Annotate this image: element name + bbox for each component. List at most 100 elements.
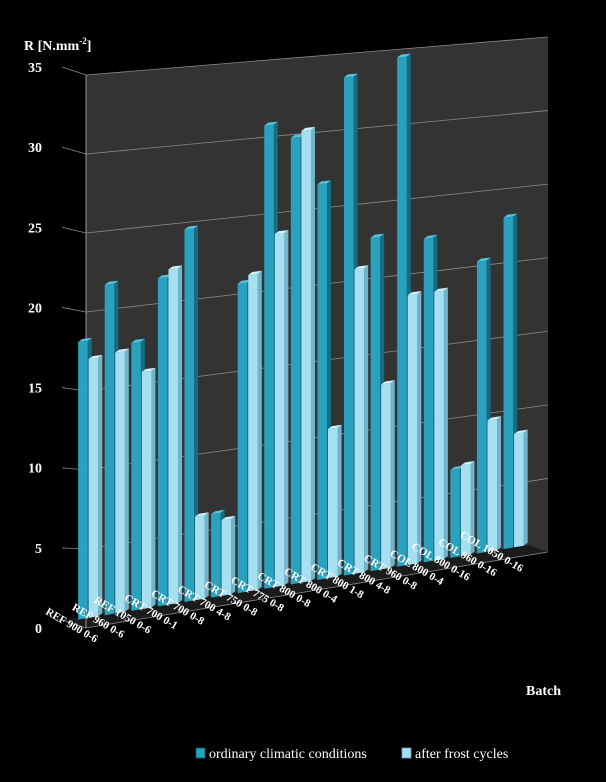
bar-front <box>317 183 327 580</box>
bars <box>78 53 528 620</box>
bar-side <box>257 270 262 590</box>
legend: ordinary climatic conditions after frost… <box>195 747 508 762</box>
legend-swatch-frost <box>401 747 412 759</box>
bar-side <box>497 416 502 551</box>
bar-top <box>327 424 342 430</box>
bar-top <box>476 257 491 262</box>
gridline-side <box>61 619 87 629</box>
bar-frost <box>407 291 422 565</box>
bar-front <box>503 216 514 550</box>
bar-top <box>450 465 464 470</box>
bar-frost <box>274 230 289 588</box>
bar-top <box>115 348 129 353</box>
y-tick-label: 35 <box>28 61 42 76</box>
bar-front <box>450 468 460 558</box>
bar-top <box>104 280 119 285</box>
bar-top <box>354 265 369 270</box>
bar-frost <box>248 270 262 592</box>
bar-top <box>370 233 385 238</box>
bar-front <box>476 260 487 554</box>
bar-top <box>264 121 278 126</box>
bar-front <box>264 124 274 589</box>
bar-top <box>514 429 528 435</box>
bar-top <box>131 338 145 343</box>
legend-item-frost: after frost cycles <box>401 747 508 762</box>
y-tick-label: 30 <box>28 141 42 156</box>
bar-front <box>434 290 444 561</box>
gridline-side <box>61 307 87 313</box>
legend-item-ordinary: ordinary climatic conditions <box>195 747 367 762</box>
bar-side <box>523 429 528 546</box>
bar-top <box>168 265 183 270</box>
bar-front <box>115 351 125 614</box>
legend-label-ordinary: ordinary climatic conditions <box>209 747 367 762</box>
bar-front <box>407 294 418 565</box>
bar-frost <box>327 424 342 579</box>
bar-front <box>487 419 498 552</box>
bar-frost <box>195 512 209 601</box>
bar-side <box>364 265 369 573</box>
gridline <box>85 551 549 629</box>
bar-frost <box>141 367 156 610</box>
bar-top <box>434 287 448 292</box>
gridline <box>85 36 549 76</box>
bar-top <box>301 126 315 131</box>
bar-top <box>274 230 289 235</box>
bar-front <box>104 283 115 616</box>
bar-front <box>327 427 338 579</box>
bar-side <box>178 265 183 604</box>
bar-top <box>221 515 236 521</box>
bar-frost <box>301 126 315 583</box>
bar-top <box>237 279 252 284</box>
gridline-side <box>61 146 87 155</box>
bar-front <box>248 273 258 592</box>
bar-side <box>98 354 103 617</box>
bar-frost <box>514 429 528 548</box>
bar-front <box>344 76 354 576</box>
bar-frost <box>381 380 395 570</box>
bar-front <box>88 357 99 618</box>
bar-side <box>310 126 315 582</box>
bar-side <box>124 348 129 612</box>
bar-top <box>157 274 172 279</box>
bar-front <box>195 515 205 601</box>
bar-front <box>78 340 88 620</box>
gridline-side <box>61 226 87 234</box>
bar-front <box>370 236 381 572</box>
gridline-side <box>61 66 87 76</box>
bar-top <box>211 509 225 515</box>
bar-top <box>344 73 358 78</box>
bar-front <box>184 228 195 602</box>
bar-top <box>141 367 156 373</box>
bar-frost <box>487 416 502 552</box>
bar-top <box>487 416 502 421</box>
bar-front <box>423 237 434 563</box>
bar-front <box>141 370 152 610</box>
bar-frost <box>168 265 183 605</box>
bar-top <box>78 337 92 343</box>
bar-front <box>237 282 248 594</box>
bar-side <box>204 512 209 599</box>
bar-top <box>503 213 518 218</box>
y-tick-label: 0 <box>35 622 42 637</box>
y-tick-label: 10 <box>28 462 42 477</box>
bar-front <box>131 341 141 611</box>
bar-frost <box>354 265 369 574</box>
bar-top <box>290 133 305 138</box>
bar-side <box>337 424 342 577</box>
legend-label-frost: after frost cycles <box>415 747 508 762</box>
bar-front <box>168 268 179 605</box>
y-tick-label: 5 <box>35 542 42 557</box>
bar-top <box>88 354 103 360</box>
bar-top <box>460 460 475 466</box>
bar-top <box>397 53 411 58</box>
gridline <box>85 183 549 234</box>
bar-top <box>317 180 331 185</box>
bar-front <box>301 129 311 583</box>
bar-side <box>390 380 395 568</box>
bar-front <box>157 277 168 607</box>
plot-floor <box>62 545 548 628</box>
bar-front <box>397 56 407 567</box>
bar-frost <box>88 354 103 618</box>
bar-frost <box>434 287 448 561</box>
